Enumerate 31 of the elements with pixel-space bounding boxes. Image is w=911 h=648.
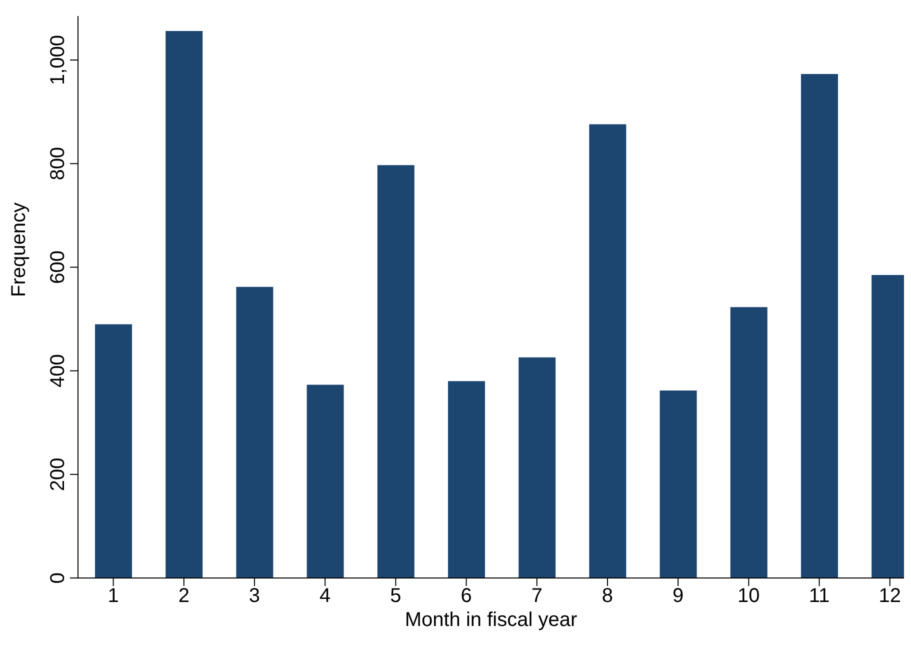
bar	[377, 165, 414, 578]
x-tick-label: 12	[878, 585, 902, 608]
bar	[518, 357, 556, 578]
bar	[166, 31, 203, 578]
y-tick-label: 0	[47, 572, 69, 584]
bar	[589, 124, 626, 578]
bar	[236, 286, 274, 578]
y-tick-label: 400	[47, 354, 69, 388]
x-tick-label: 3	[248, 585, 260, 608]
x-tick-label: 4	[320, 585, 331, 608]
x-tick-label: 1	[108, 585, 119, 608]
y-tick-label: 600	[47, 250, 69, 284]
y-axis-title: Frequency	[8, 202, 30, 297]
x-tick-label: 8	[602, 585, 614, 608]
y-tick-label: 200	[47, 458, 69, 492]
x-tick-label: 10	[738, 585, 760, 608]
y-tick-label: 800	[47, 146, 69, 180]
bar	[660, 390, 697, 578]
bar	[730, 307, 768, 578]
x-tick-label: 5	[390, 585, 402, 608]
x-tick-label: 2	[178, 585, 190, 608]
bar	[448, 381, 485, 578]
x-tick-label: 9	[672, 585, 684, 608]
x-tick-label: 11	[808, 585, 830, 608]
y-tick-label: 1,000	[47, 34, 69, 86]
bar	[95, 324, 132, 578]
x-tick-label: 7	[531, 585, 542, 608]
x-tick-label: 6	[460, 585, 472, 608]
bar	[800, 74, 838, 578]
x-axis-title: Month in fiscal year	[404, 609, 578, 631]
bar	[306, 384, 344, 578]
